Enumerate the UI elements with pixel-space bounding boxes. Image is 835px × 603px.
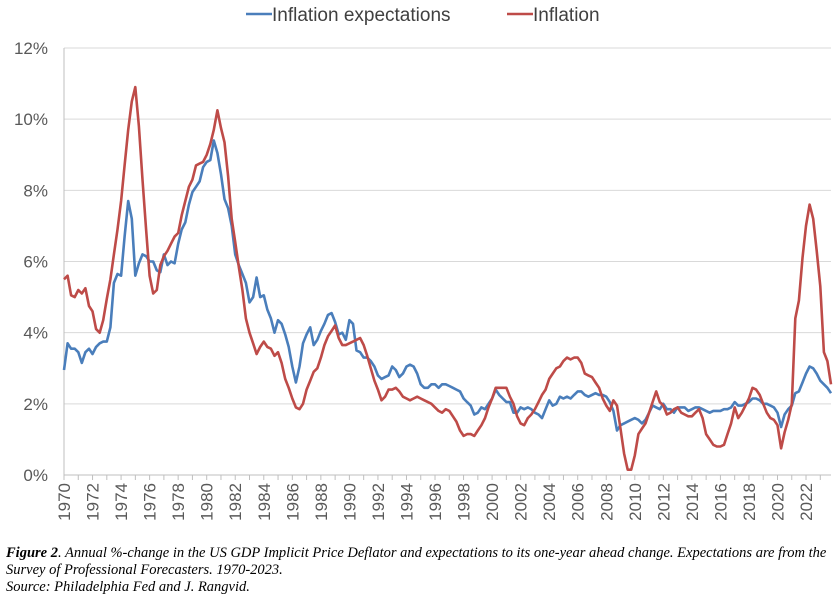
caption-text: . Annual %-change in the US GDP Implicit…	[6, 545, 827, 578]
x-tick-label: 2004	[540, 483, 559, 521]
gridlines	[64, 47, 831, 405]
y-tick-label: 10%	[14, 110, 48, 129]
x-tick-label: 1972	[84, 483, 103, 521]
x-tick-label: 2010	[626, 483, 645, 521]
x-tick-label: 2018	[740, 483, 759, 521]
series-lines	[62, 85, 833, 471]
x-tick-label: 2008	[597, 483, 616, 521]
legend: Inflation expectations Inflation	[246, 5, 600, 26]
x-tick-label: 2014	[683, 483, 702, 521]
x-tick-label: 1988	[312, 483, 331, 521]
x-tick-label: 2006	[569, 483, 588, 521]
x-tick-label: 1996	[426, 483, 445, 521]
caption-source: Source: Philadelphia Fed and J. Rangvid.	[6, 579, 250, 595]
x-tick-label: 2000	[483, 483, 502, 521]
x-tick-label: 1984	[255, 483, 274, 521]
line-chart: 0% 2% 4% 6% 8% 10% 12% 1970 1972 1974 1976 1978 198…	[14, 5, 833, 521]
x-tick-label: 1974	[112, 483, 131, 521]
y-tick-label: 0%	[23, 466, 48, 485]
y-tick-label: 2%	[23, 395, 48, 414]
x-tick-label: 1986	[283, 483, 302, 521]
caption-main: Figure 2. Annual %-change in the US GDP …	[6, 545, 831, 579]
x-tick-label: 1978	[169, 483, 188, 521]
x-tick-label: 1970	[55, 483, 74, 521]
x-tick-label: 1998	[455, 483, 474, 521]
series-line-inflation-expectations	[62, 139, 833, 432]
x-tick-label: 1992	[369, 483, 388, 521]
figure-caption: Figure 2. Annual %-change in the US GDP …	[6, 545, 831, 596]
y-axis-tick-labels: 0% 2% 4% 6% 8% 10% 12%	[14, 39, 48, 485]
x-axis-tick-labels: 1970 1972 1974 1976 1978 1980 1982 1984 1986 1988…	[55, 483, 816, 521]
y-tick-label: 8%	[23, 181, 48, 200]
y-tick-label: 4%	[23, 324, 48, 343]
legend-label: Inflation expectations	[272, 5, 451, 26]
x-tick-label: 1982	[226, 483, 245, 521]
x-tick-label: 2016	[711, 483, 730, 521]
y-tick-label: 6%	[23, 253, 48, 272]
figure-label: Figure 2	[6, 545, 58, 561]
legend-label: Inflation	[533, 5, 600, 26]
x-tick-label: 2020	[768, 483, 787, 521]
x-tick-label: 1976	[141, 483, 160, 521]
axes	[63, 48, 831, 480]
x-tick-label: 2012	[654, 483, 673, 521]
x-tick-label: 2022	[797, 483, 816, 521]
x-tick-label: 2002	[512, 483, 531, 521]
y-tick-label: 12%	[14, 39, 48, 58]
x-tick-label: 1990	[340, 483, 359, 521]
series-line-inflation	[63, 85, 833, 471]
x-tick-label: 1994	[397, 483, 416, 521]
x-tick-label: 1980	[198, 483, 217, 521]
